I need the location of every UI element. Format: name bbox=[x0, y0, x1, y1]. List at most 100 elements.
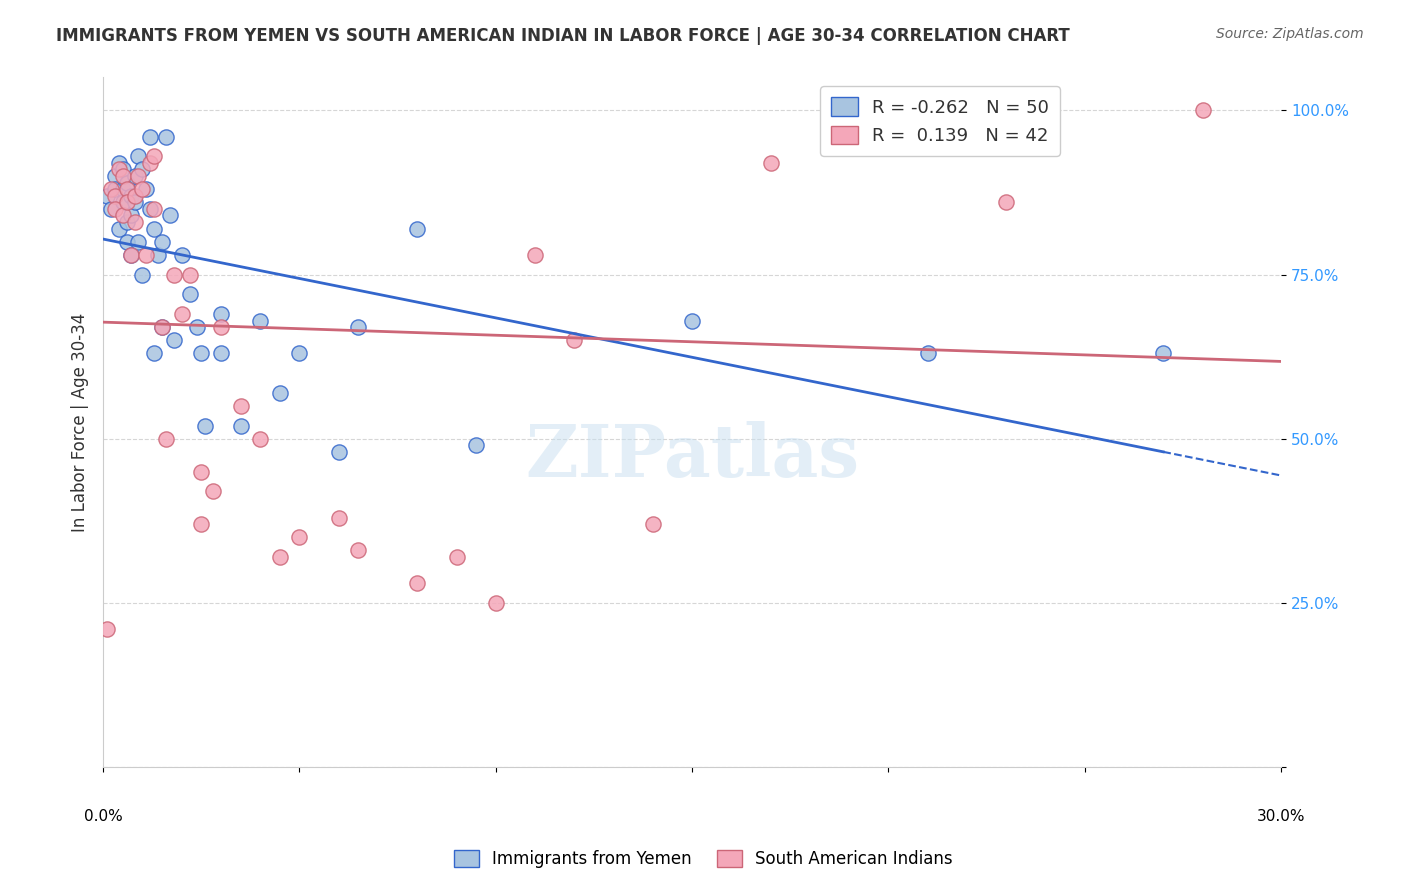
Legend: R = -0.262   N = 50, R =  0.139   N = 42: R = -0.262 N = 50, R = 0.139 N = 42 bbox=[820, 87, 1060, 156]
Point bbox=[104, 202, 127, 216]
Point bbox=[120, 248, 142, 262]
Point bbox=[288, 346, 311, 360]
Point bbox=[124, 169, 146, 183]
Point bbox=[163, 268, 186, 282]
Point bbox=[641, 517, 664, 532]
Point bbox=[209, 307, 232, 321]
Point bbox=[150, 320, 173, 334]
Point bbox=[328, 445, 350, 459]
Point bbox=[104, 182, 127, 196]
Point bbox=[111, 169, 134, 183]
Y-axis label: In Labor Force | Age 30-34: In Labor Force | Age 30-34 bbox=[72, 313, 89, 532]
Point bbox=[108, 162, 131, 177]
Point bbox=[681, 313, 703, 327]
Point bbox=[143, 346, 166, 360]
Point bbox=[104, 188, 127, 202]
Point bbox=[127, 169, 149, 183]
Text: IMMIGRANTS FROM YEMEN VS SOUTH AMERICAN INDIAN IN LABOR FORCE | AGE 30-34 CORREL: IMMIGRANTS FROM YEMEN VS SOUTH AMERICAN … bbox=[56, 27, 1070, 45]
Point bbox=[111, 162, 134, 177]
Point bbox=[163, 333, 186, 347]
Point bbox=[139, 156, 162, 170]
Point bbox=[131, 268, 153, 282]
Point bbox=[111, 208, 134, 222]
Legend: Immigrants from Yemen, South American Indians: Immigrants from Yemen, South American In… bbox=[447, 843, 959, 875]
Point bbox=[179, 268, 201, 282]
Point bbox=[143, 202, 166, 216]
Point bbox=[131, 162, 153, 177]
Point bbox=[135, 182, 157, 196]
Point bbox=[1152, 346, 1174, 360]
Point bbox=[124, 215, 146, 229]
Point bbox=[485, 596, 508, 610]
Point bbox=[108, 156, 131, 170]
Point bbox=[249, 313, 271, 327]
Point bbox=[229, 418, 252, 433]
Point bbox=[139, 129, 162, 144]
Point bbox=[115, 176, 138, 190]
Point bbox=[96, 622, 118, 636]
Point bbox=[562, 333, 585, 347]
Point bbox=[146, 248, 169, 262]
Point bbox=[159, 208, 181, 222]
Point bbox=[524, 248, 547, 262]
Point bbox=[143, 149, 166, 163]
Point bbox=[347, 320, 370, 334]
Point bbox=[115, 235, 138, 249]
Point bbox=[127, 235, 149, 249]
Point bbox=[150, 235, 173, 249]
Point bbox=[190, 517, 212, 532]
Point bbox=[406, 576, 429, 591]
Point bbox=[120, 188, 142, 202]
Point bbox=[209, 320, 232, 334]
Point bbox=[104, 169, 127, 183]
Point bbox=[446, 549, 468, 564]
Point bbox=[347, 543, 370, 558]
Point bbox=[150, 320, 173, 334]
Point bbox=[995, 195, 1018, 210]
Point bbox=[406, 221, 429, 235]
Point bbox=[115, 195, 138, 210]
Point bbox=[115, 182, 138, 196]
Point bbox=[170, 248, 193, 262]
Point bbox=[190, 346, 212, 360]
Point bbox=[124, 188, 146, 202]
Point bbox=[209, 346, 232, 360]
Point bbox=[135, 248, 157, 262]
Point bbox=[917, 346, 939, 360]
Point bbox=[100, 182, 122, 196]
Point bbox=[1191, 103, 1213, 118]
Point bbox=[190, 465, 212, 479]
Point bbox=[96, 188, 118, 202]
Point bbox=[194, 418, 217, 433]
Text: ZIPatlas: ZIPatlas bbox=[524, 421, 859, 492]
Point bbox=[108, 221, 131, 235]
Text: Source: ZipAtlas.com: Source: ZipAtlas.com bbox=[1216, 27, 1364, 41]
Point bbox=[186, 320, 208, 334]
Point bbox=[202, 484, 225, 499]
Text: 30.0%: 30.0% bbox=[1257, 809, 1305, 823]
Point bbox=[179, 287, 201, 301]
Point bbox=[170, 307, 193, 321]
Point bbox=[288, 530, 311, 544]
Text: 0.0%: 0.0% bbox=[84, 809, 122, 823]
Point bbox=[143, 221, 166, 235]
Point bbox=[111, 182, 134, 196]
Point bbox=[111, 195, 134, 210]
Point bbox=[155, 129, 177, 144]
Point bbox=[465, 438, 488, 452]
Point bbox=[229, 399, 252, 413]
Point bbox=[269, 549, 291, 564]
Point bbox=[100, 202, 122, 216]
Point bbox=[120, 248, 142, 262]
Point bbox=[269, 385, 291, 400]
Point bbox=[759, 156, 782, 170]
Point bbox=[155, 432, 177, 446]
Point bbox=[139, 202, 162, 216]
Point bbox=[115, 215, 138, 229]
Point bbox=[120, 208, 142, 222]
Point bbox=[124, 195, 146, 210]
Point bbox=[131, 182, 153, 196]
Point bbox=[249, 432, 271, 446]
Point bbox=[328, 510, 350, 524]
Point bbox=[127, 149, 149, 163]
